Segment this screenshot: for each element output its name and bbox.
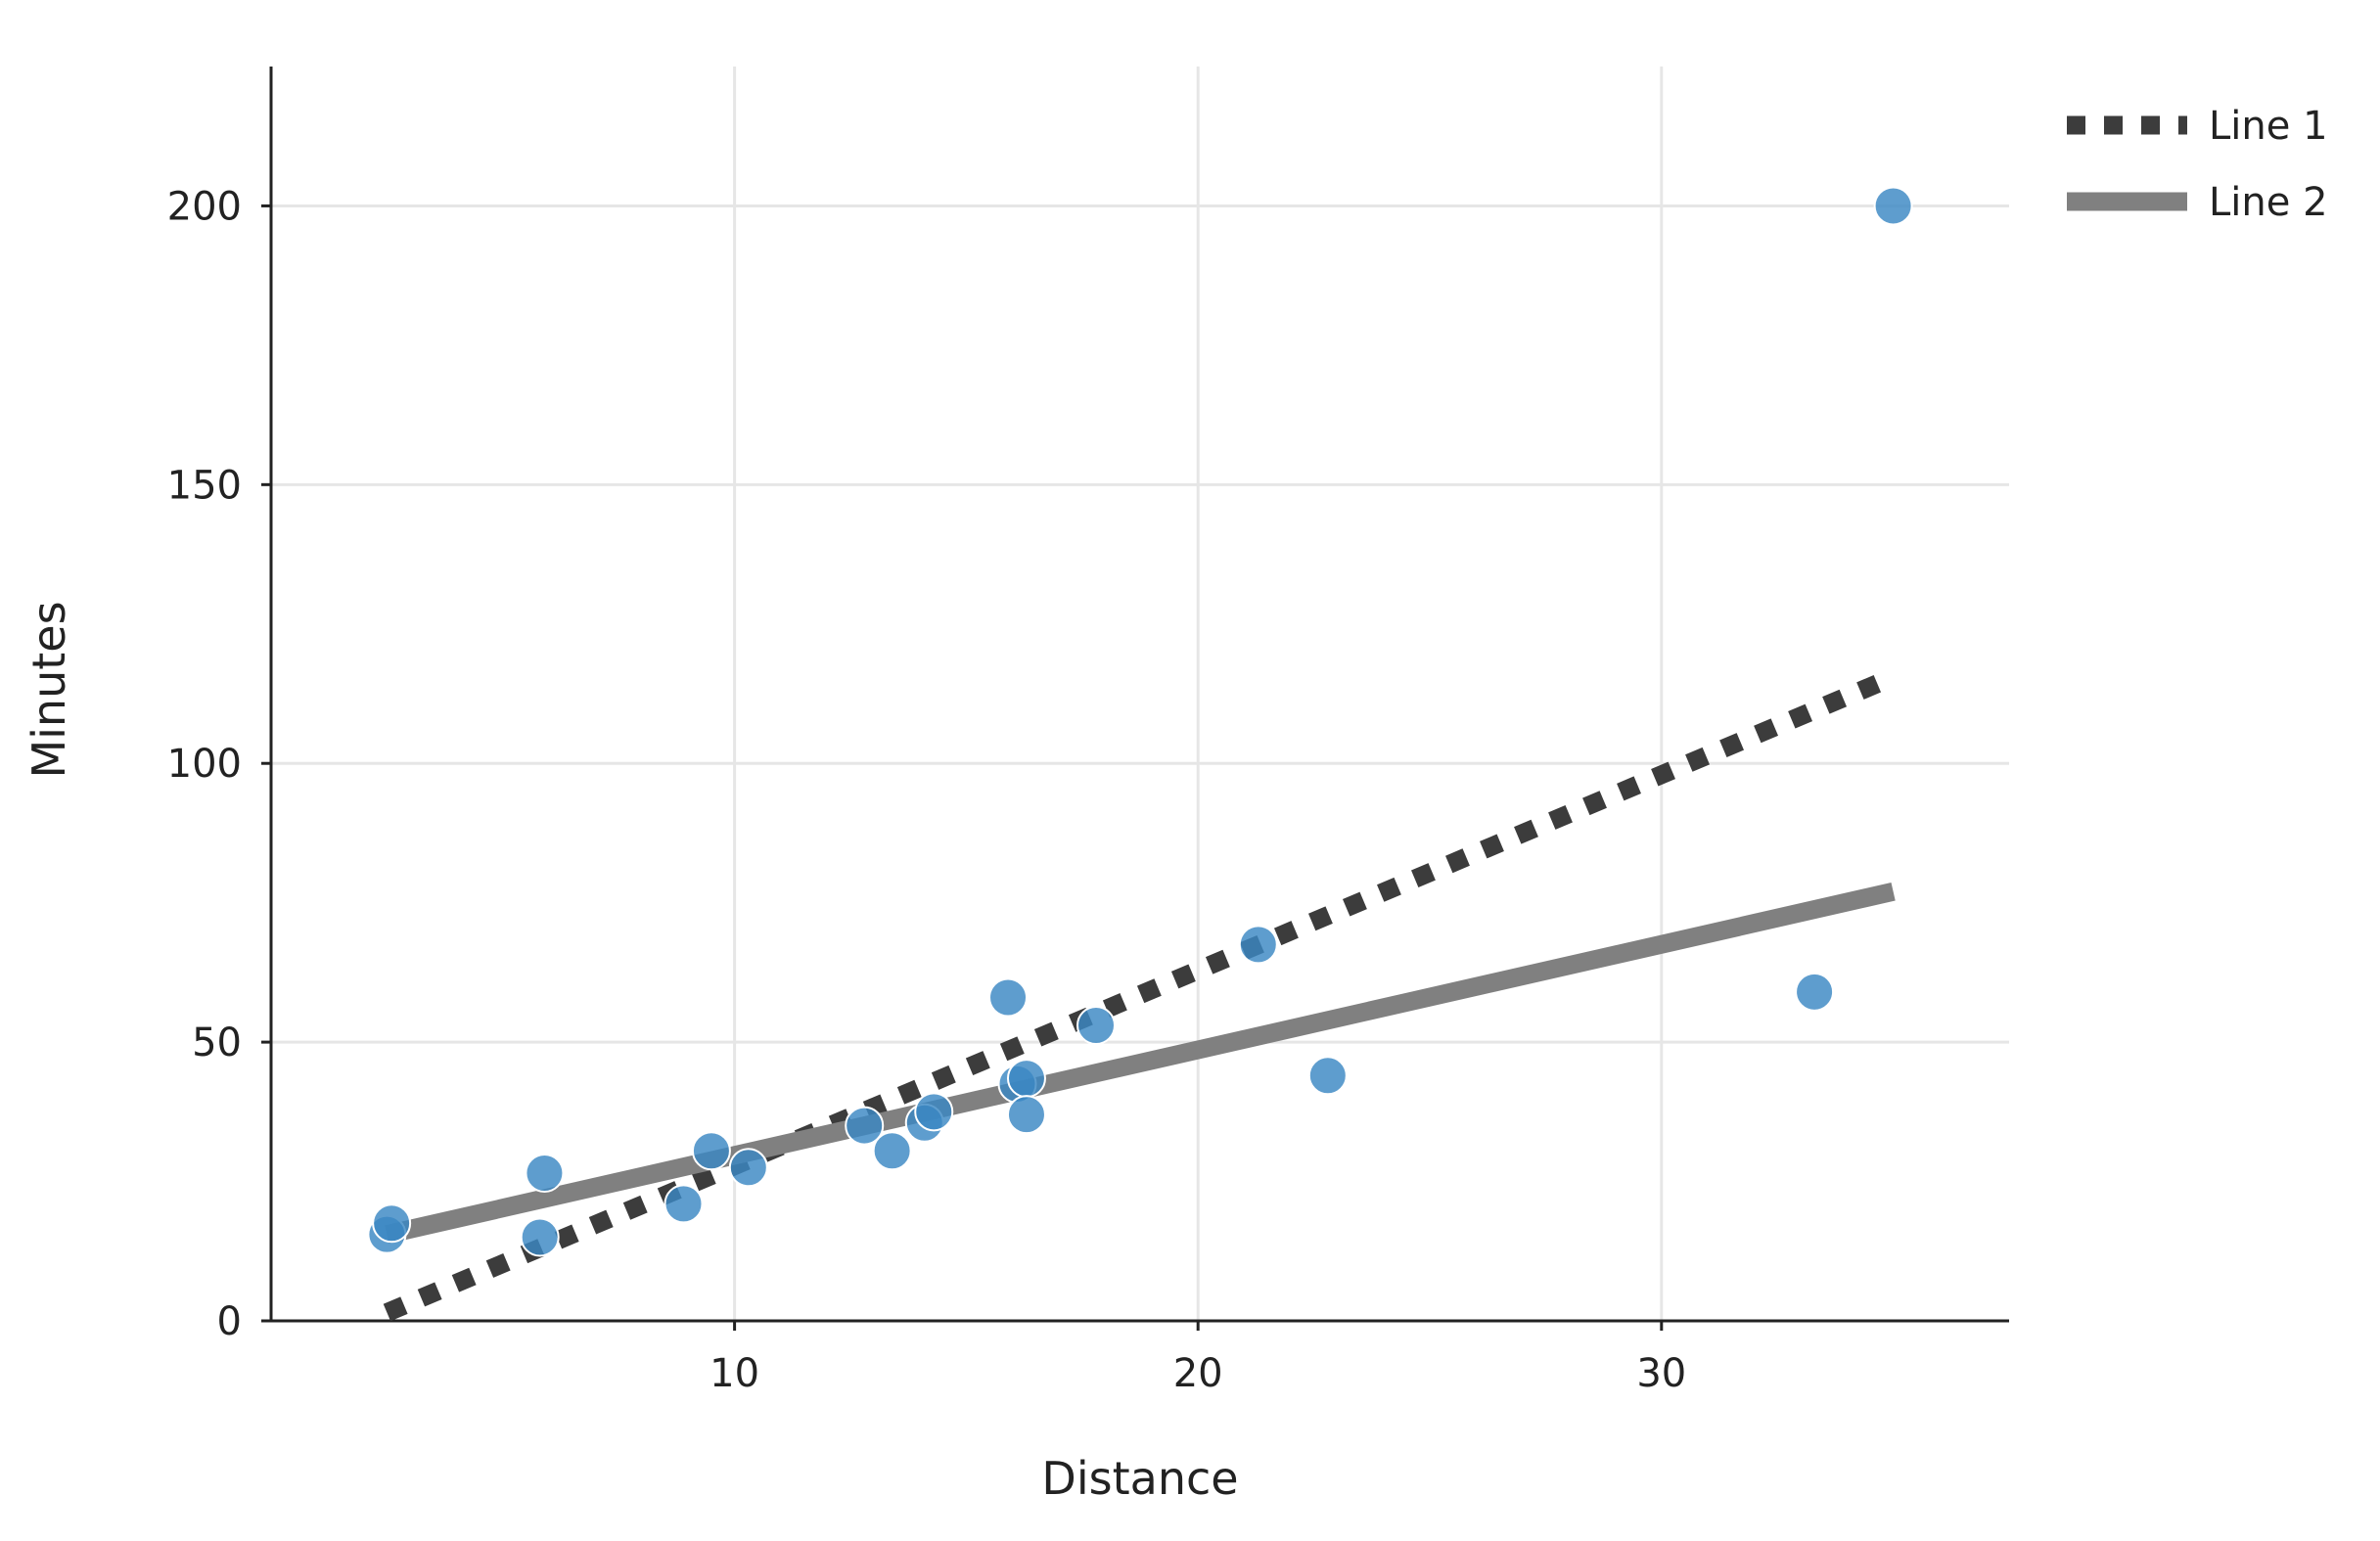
y-tick-label: 150 xyxy=(167,463,242,508)
scatter-point xyxy=(691,1131,731,1171)
scatter-point xyxy=(1076,1006,1117,1046)
scatter-point xyxy=(525,1154,565,1194)
scatter-point xyxy=(520,1217,560,1257)
y-tick-label: 0 xyxy=(217,1299,242,1344)
scatter-point xyxy=(1307,1056,1348,1096)
x-axis-title: Distance xyxy=(1041,1452,1238,1505)
grid-layer xyxy=(271,67,2009,1321)
legend-label-1: Line 1 xyxy=(2209,104,2328,149)
scatter-point xyxy=(1006,1095,1046,1135)
points-layer xyxy=(367,186,1913,1257)
scatter-point xyxy=(1795,972,1835,1012)
scatter-point xyxy=(664,1184,704,1224)
series-line-2 xyxy=(385,883,1896,1244)
scatter-point xyxy=(1006,1059,1046,1099)
y-tick-label: 200 xyxy=(167,184,242,229)
y-tick-label: 100 xyxy=(167,742,242,787)
x-tick-label: 20 xyxy=(1173,1351,1223,1396)
y-axis-title: Minutes xyxy=(23,601,75,778)
legend-label-2: Line 2 xyxy=(2209,180,2328,225)
scatter-point xyxy=(845,1106,885,1146)
scatter-point xyxy=(914,1092,954,1132)
y-tick-label: 50 xyxy=(192,1020,242,1065)
x-tick-label: 10 xyxy=(709,1351,759,1396)
series-line-1 xyxy=(383,668,1898,1322)
scatter-point xyxy=(372,1203,412,1244)
axes-layer: 10 20 30 0 50 100 150 200 xyxy=(167,67,2009,1396)
scatter-point xyxy=(1873,186,1913,226)
x-tick-label: 30 xyxy=(1636,1351,1686,1396)
lines-layer xyxy=(383,668,1898,1322)
scatter-point xyxy=(1238,925,1278,965)
scatter-point xyxy=(728,1148,768,1188)
scatter-point xyxy=(988,977,1029,1018)
scatter-point xyxy=(872,1131,912,1171)
legend: Line 1 Line 2 xyxy=(2067,104,2328,225)
